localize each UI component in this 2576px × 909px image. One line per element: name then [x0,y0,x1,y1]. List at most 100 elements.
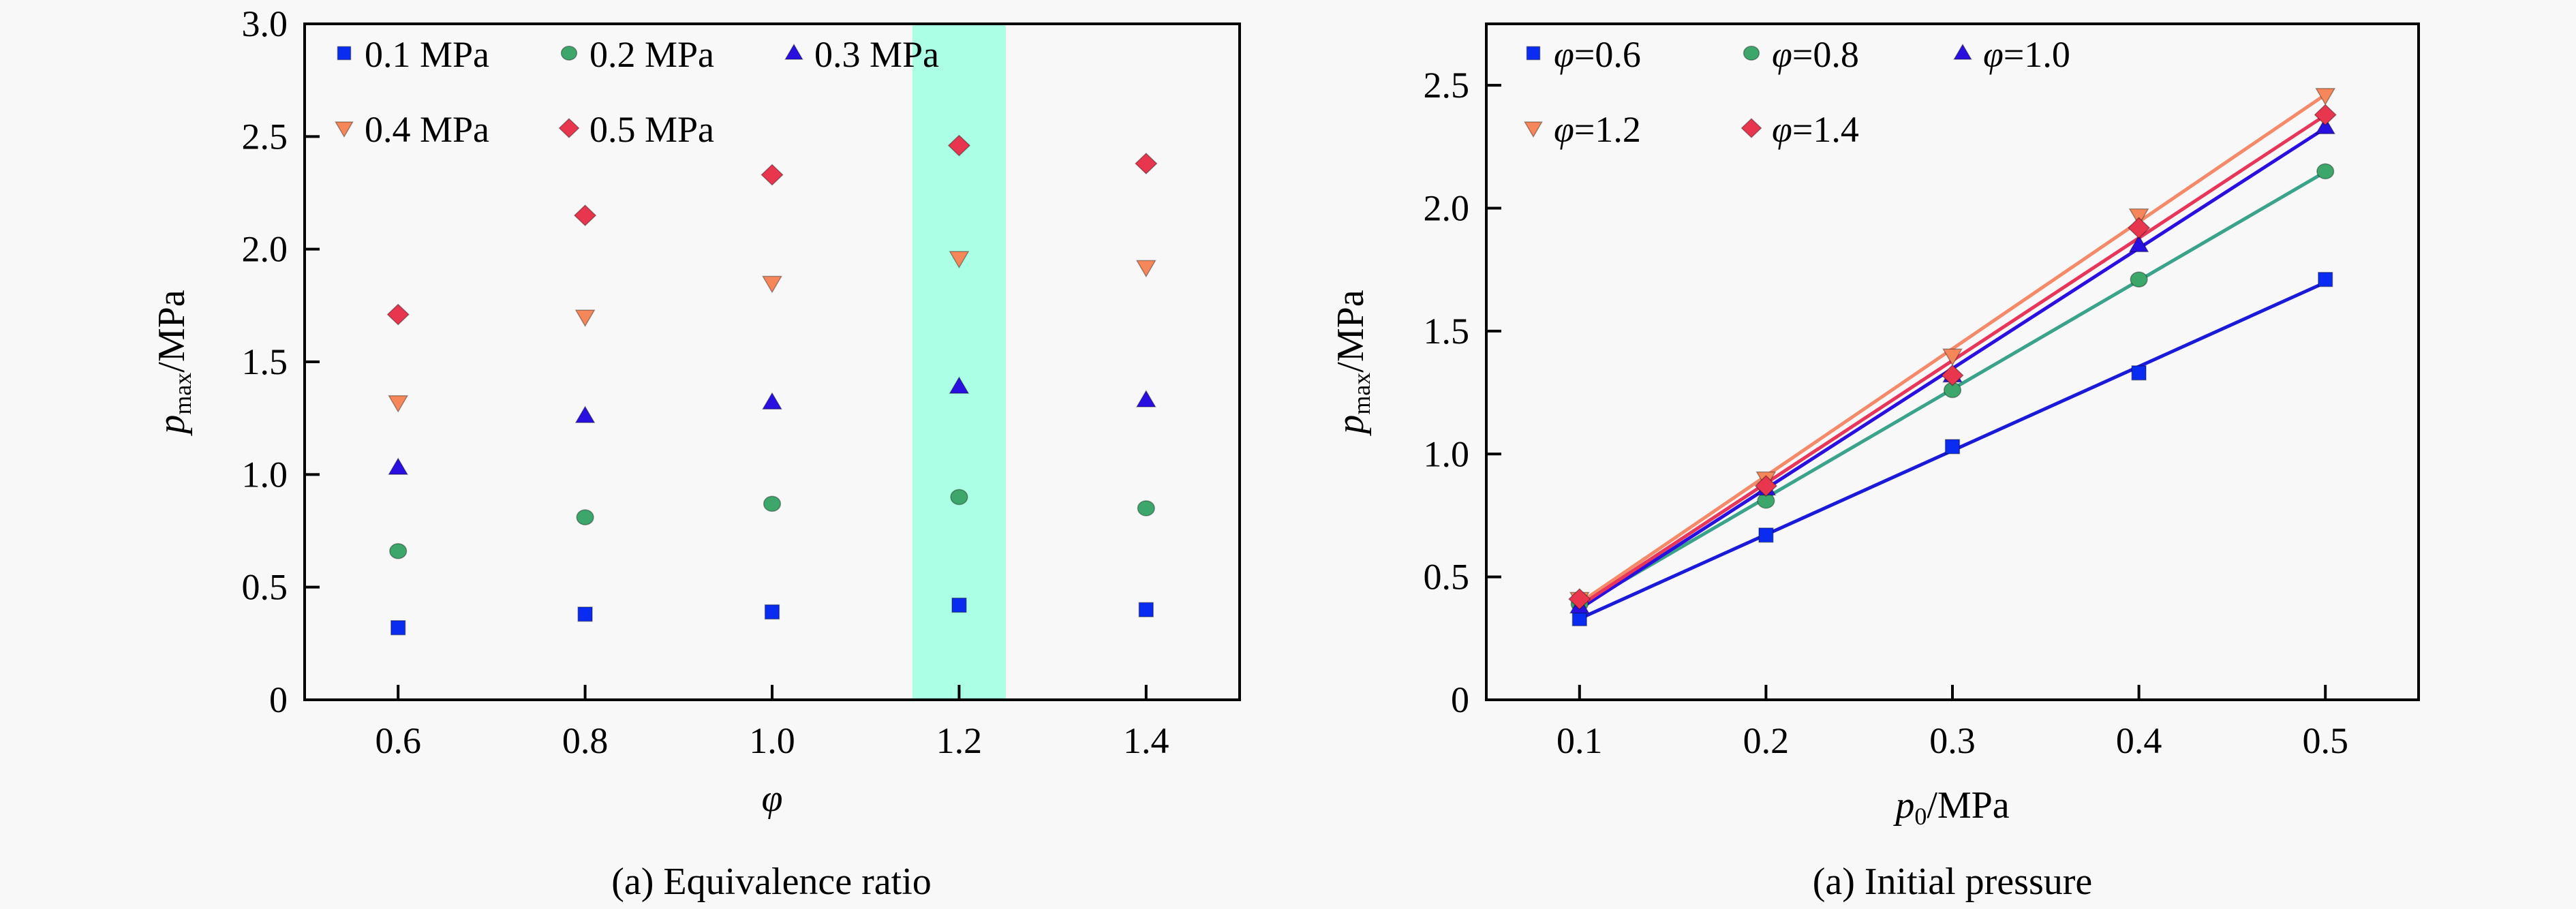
data-point-triangle-up [2128,234,2149,253]
data-point-triangle-down [574,309,596,328]
data-point-triangle-down [2128,208,2149,226]
x-axis-label: p0/MPa [1892,784,2009,830]
legend: 0.1 MPa 0.2 MPa 0.3 MPa 0.4 MPa 0.5 MPa [335,34,939,150]
data-point-triangle-up [2315,117,2336,135]
y-tick-label: 2.0 [242,229,288,270]
data-point-circle [576,509,594,525]
legend-item: 0.1 MPa [337,34,489,75]
data-point-circle [2130,271,2148,288]
legend-value: =0.8 [1792,34,1859,75]
data-point-triangle-down [949,251,970,269]
legend-value: =1.4 [1792,109,1859,150]
data-point-diamond [1135,153,1158,175]
y-tick-label: 1.5 [242,341,288,382]
x-tick-label: 0.2 [1743,720,1790,761]
x-axis-label-subscript: 0 [1914,803,1927,830]
legend-label: φ=0.6 [1554,34,1641,75]
legend-item: φ=0.8 [1743,34,1859,75]
legend-item: φ=0.6 [1526,34,1641,75]
legend-label: 0.4 MPa [365,109,489,150]
legend-symbol: φ [1772,109,1792,150]
legend-marker-triangle-down [335,121,354,138]
y-tick-label: 0 [269,679,288,720]
legend-symbol: φ [1554,34,1574,75]
y-axis-label-subscript: max [1348,373,1375,415]
legend-marker-triangle-up [1953,43,1972,60]
legend-label: 0.2 MPa [589,34,714,75]
legend-marker-square [1526,46,1541,61]
data-point-square [1758,527,1774,543]
data-points [386,134,1158,636]
y-tick-label: 1.0 [242,454,288,495]
legend-value: =1.2 [1574,109,1641,150]
legend: φ=0.6 φ=0.8 φ=1.0φ=1.2 φ=1.4 [1524,34,2070,150]
y-tick-label: 0.5 [1424,557,1470,598]
legend-marker-circle [1743,46,1760,61]
data-point-diamond [761,164,784,186]
y-tick-label: 0.5 [242,567,288,608]
x-tick-label: 0.1 [1557,720,1603,761]
legend-marker-diamond [558,118,580,138]
y-axis-label-unit: /MPa [1330,290,1372,372]
data-point-diamond [2314,104,2337,126]
y-axis-label-symbol: p [1330,415,1372,437]
data-point-triangle-up [388,457,409,475]
y-axis-label-symbol: p [151,415,193,437]
legend-item: φ=1.4 [1741,109,1859,150]
legend-marker-square [337,46,352,61]
data-point-triangle-down [762,275,782,294]
data-point-square [951,597,967,613]
legend-marker-circle [560,46,578,61]
data-point-circle [2316,163,2335,180]
data-point-square [390,620,406,636]
x-axis-label: φ [762,777,783,820]
data-point-square [2318,272,2333,288]
data-point-diamond [1568,588,1591,611]
y-axis-label-unit: /MPa [151,290,193,372]
series-line [1578,93,2327,604]
data-point-circle [389,542,408,559]
y-tick-label: 1.0 [1424,433,1470,474]
legend-marker-diamond [1741,118,1762,138]
legend-label: 0.1 MPa [365,34,489,75]
legend-item: 0.2 MPa [560,34,714,75]
data-point-square [1138,602,1154,617]
legend-item: 0.5 MPa [558,109,714,150]
data-point-triangle-down [1942,348,1963,367]
x-tick-label: 1.0 [749,720,795,761]
legend-label: 0.3 MPa [814,34,939,75]
y-axis-label-subscript: max [169,373,196,415]
y-tick-label: 2.0 [1424,188,1470,229]
data-point-square [1944,439,1961,454]
caption: (a) Initial pressure [1813,861,2092,903]
legend-value: =1.0 [2004,34,2070,75]
data-point-diamond [1754,475,1778,497]
data-point-circle [1137,500,1155,517]
x-axis-ticks: 0.1 0.2 0.3 0.4 0.5 [1557,685,2348,761]
data-point-diamond [947,134,971,157]
legend-label: φ=1.2 [1554,109,1641,150]
y-axis-label: pmax/MPa [151,290,196,436]
legend-item: φ=1.2 [1524,109,1641,150]
data-point-diamond [2127,217,2151,239]
data-point-square [764,604,780,620]
y-tick-label: 1.5 [1424,311,1470,352]
y-tick-label: 0 [1451,679,1469,720]
caption: (a) Equivalence ratio [611,861,932,903]
x-tick-label: 0.8 [562,720,609,761]
legend-symbol: φ [1554,109,1574,150]
data-point-square [577,606,593,622]
data-point-triangle-down [2315,88,2336,106]
legend-symbol: φ [1772,34,1792,75]
data-point-triangle-up [949,376,970,394]
x-axis-label-symbol: p [1892,784,1914,827]
legend-item: 0.3 MPa [784,34,939,75]
data-point-circle [950,489,968,506]
x-axis-ticks: 0.6 0.8 1.0 1.2 1.4 [375,685,1169,761]
data-point-triangle-down [388,395,409,413]
legend-value: =0.6 [1574,34,1641,75]
legend-item: 0.4 MPa [335,109,489,150]
legend-label: φ=0.8 [1772,34,1859,75]
y-axis-label: pmax/MPa [1330,290,1375,436]
